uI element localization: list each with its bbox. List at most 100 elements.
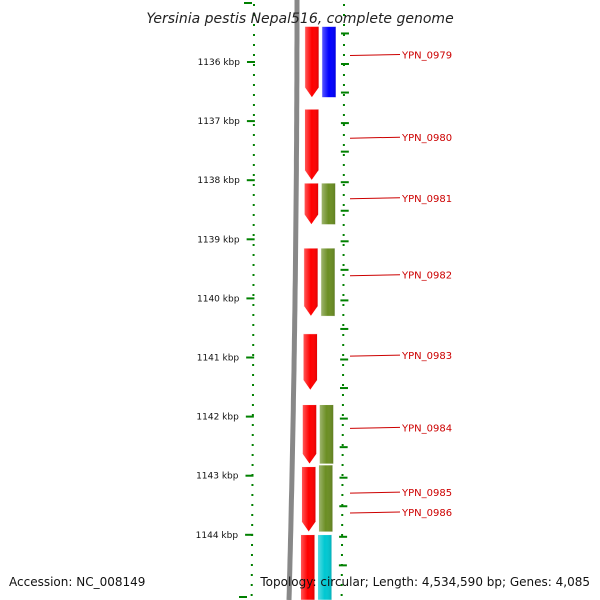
major-tick-right: [340, 181, 349, 184]
minor-tick-right: [342, 214, 345, 216]
minor-tick-left: [250, 574, 253, 576]
minor-tick-left: [250, 554, 253, 556]
gene-leader-line: [349, 197, 401, 200]
minor-tick-left: [251, 524, 254, 526]
minor-tick-right: [342, 334, 345, 336]
minor-tick-left: [252, 14, 255, 16]
minor-tick-left: [252, 174, 255, 176]
axis-tick-label: 1141 kbp: [197, 354, 240, 364]
minor-tick-left: [251, 504, 254, 506]
minor-tick-left: [252, 234, 255, 236]
gene-arrow-shade: [303, 248, 318, 317]
feature-bar-shade: [319, 404, 334, 464]
minor-tick-right: [341, 504, 344, 506]
major-tick-right: [340, 32, 349, 35]
minor-tick-right: [341, 464, 344, 466]
gene-label: YPN_0983: [401, 351, 452, 362]
major-tick-left: [246, 61, 255, 63]
feature-bar-shade: [321, 26, 336, 98]
minor-tick-right: [342, 154, 345, 156]
feature-track: [317, 26, 337, 600]
major-tick-right: [340, 268, 349, 271]
gene-leader-line: [349, 136, 401, 139]
minor-tick-left: [250, 594, 253, 596]
major-tick-top: [244, 2, 252, 4]
minor-tick-left: [252, 284, 255, 286]
minor-tick-right: [340, 554, 343, 556]
minor-tick-right: [340, 574, 343, 576]
minor-tick-left: [252, 334, 255, 336]
minor-tick-left: [251, 514, 254, 516]
minor-tick-left: [252, 354, 255, 356]
minor-tick-right: [341, 494, 344, 496]
minor-tick-right: [342, 124, 345, 126]
minor-tick-right: [341, 444, 344, 446]
gene-label: YPN_0981: [401, 194, 452, 205]
feature-bar-shade: [321, 183, 336, 225]
feature-bar-shade: [317, 534, 332, 600]
minor-tick-right: [341, 454, 344, 456]
major-tick-right: [340, 327, 349, 330]
minor-tick-right: [342, 164, 345, 166]
gene-leader-line: [349, 491, 401, 494]
minor-tick-right: [342, 14, 345, 16]
minor-tick-left: [251, 404, 254, 406]
major-tick-right: [339, 476, 348, 479]
minor-tick-right: [342, 204, 345, 206]
minor-tick-left: [252, 4, 255, 6]
minor-tick-right: [342, 34, 345, 36]
minor-tick-left: [251, 454, 254, 456]
minor-tick-right: [342, 44, 345, 46]
major-tick-left: [245, 474, 254, 477]
minor-tick-right: [341, 474, 344, 476]
feature-bar-shade: [318, 465, 333, 532]
minor-tick-right: [342, 84, 345, 86]
gene-label: YPN_0985: [401, 488, 452, 499]
minor-tick-left: [252, 134, 255, 136]
minor-tick-right: [342, 144, 345, 146]
minor-tick-right: [342, 24, 345, 26]
accession-text: Accession: NC_008149: [9, 575, 145, 589]
gene-leader-line: [349, 511, 401, 514]
minor-tick-right: [342, 74, 345, 76]
minor-tick-left: [251, 494, 254, 496]
minor-tick-right: [342, 174, 345, 176]
major-tick-left: [246, 356, 255, 359]
axis-tick-label: 1142 kbp: [196, 413, 239, 423]
minor-tick-right: [342, 284, 345, 286]
major-tick-right: [339, 505, 348, 508]
minor-tick-right: [341, 424, 344, 426]
minor-tick-left: [252, 204, 255, 206]
major-tick-left: [246, 179, 255, 182]
minor-tick-left: [252, 344, 255, 346]
minor-tick-right: [342, 194, 345, 196]
minor-tick-left: [252, 194, 255, 196]
minor-tick-left: [252, 224, 255, 226]
minor-tick-right: [341, 484, 344, 486]
major-tick-right: [338, 564, 347, 567]
minor-tick-left: [252, 324, 255, 326]
minor-tick-left: [252, 114, 255, 116]
minor-tick-left: [252, 254, 255, 256]
minor-tick-right: [342, 384, 345, 386]
gene-arrow-shade: [302, 404, 317, 464]
minor-tick-left: [252, 94, 255, 96]
minor-tick-right: [342, 244, 345, 246]
minor-tick-left: [252, 274, 255, 276]
minor-tick-left: [251, 444, 254, 446]
minor-tick-left: [252, 74, 255, 76]
minor-tick-left: [252, 294, 255, 296]
minor-tick-left: [252, 364, 255, 366]
minor-tick-right: [342, 354, 345, 356]
feature-bar-shade: [320, 248, 335, 317]
minor-tick-right: [342, 304, 345, 306]
minor-tick-right: [342, 364, 345, 366]
minor-tick-left: [251, 424, 254, 426]
major-tick-right: [340, 91, 349, 94]
major-tick-right: [340, 150, 349, 153]
minor-tick-right: [342, 54, 345, 56]
minor-tick-right: [342, 104, 345, 106]
gene-labels: YPN_0979 YPN_0980 YPN_0981 YPN_0982 YPN_0983…: [349, 50, 452, 519]
minor-tick-left: [252, 44, 255, 46]
major-tick-right: [340, 240, 349, 243]
